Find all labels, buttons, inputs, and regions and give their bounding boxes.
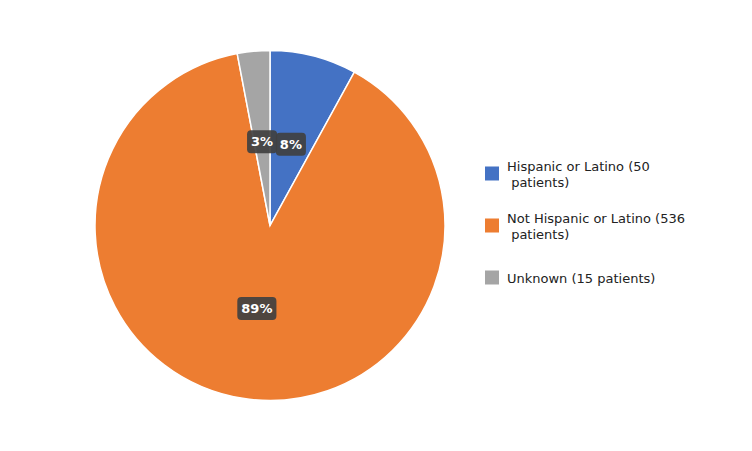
legend-label-line: patients) [507, 174, 569, 189]
data-label: 89% [241, 301, 272, 316]
legend-label-line: Hispanic or Latino (50 [507, 158, 650, 173]
legend-swatch [485, 167, 499, 181]
data-label-box [237, 297, 276, 320]
legend-entry: Hispanic or Latino (50 patients) [485, 158, 650, 189]
data-label-group: 8% [276, 133, 306, 156]
legend: Hispanic or Latino (50 patients)Not Hisp… [485, 158, 685, 285]
legend-label-line: Unknown (15 patients) [507, 270, 655, 285]
legend-swatch [485, 271, 499, 285]
data-label-group: 89% [237, 297, 276, 320]
legend-entry: Unknown (15 patients) [485, 270, 655, 285]
chart: 8%89%3%Hispanic or Latino (50 patients)N… [0, 0, 752, 451]
legend-label: Hispanic or Latino (50 patients) [507, 158, 650, 189]
data-label: 3% [251, 134, 273, 149]
data-label: 8% [280, 137, 302, 152]
data-label-box [276, 133, 306, 156]
legend-label: Not Hispanic or Latino (536 patients) [507, 210, 685, 241]
legend-swatch [485, 219, 499, 233]
pie [95, 51, 445, 401]
legend-label-line: patients) [507, 226, 569, 241]
legend-label: Unknown (15 patients) [507, 270, 655, 285]
data-label-group: 3% [247, 130, 277, 153]
legend-entry: Not Hispanic or Latino (536 patients) [485, 210, 685, 241]
legend-label-line: Not Hispanic or Latino (536 [507, 210, 685, 225]
data-label-box [247, 130, 277, 153]
data-labels: 8% 89% 3% [237, 130, 306, 320]
